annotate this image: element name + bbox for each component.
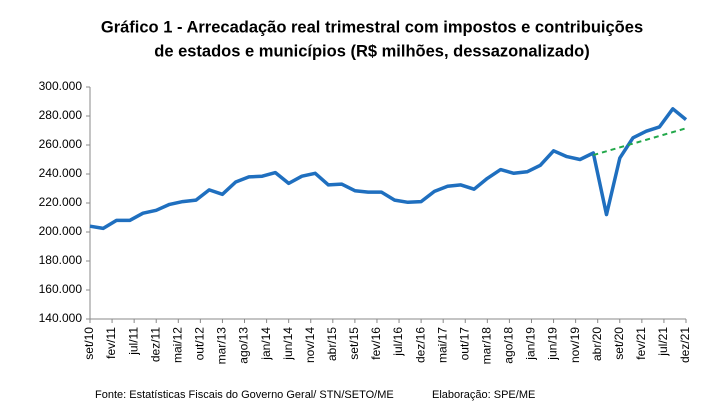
- chart-title: Gráfico 1 - Arrecadação real trimestral …: [101, 18, 643, 36]
- chart-subtitle: de estados e municípios (R$ milhões, des…: [154, 42, 590, 60]
- x-tick-label: ago/13: [237, 327, 251, 364]
- x-tick-label: out/17: [457, 327, 471, 361]
- y-tick-label: 160.000: [39, 282, 83, 296]
- x-tick-label: fev/16: [369, 327, 383, 360]
- line: [593, 127, 687, 157]
- x-tick-label: nov/19: [568, 327, 582, 363]
- x-tick-label: dez/16: [413, 327, 427, 363]
- x-tick-label: dez/21: [678, 327, 692, 363]
- x-tick-label: abr/20: [590, 327, 604, 361]
- y-tick-label: 180.000: [39, 253, 83, 267]
- x-tick-label: ago/18: [502, 327, 516, 364]
- source: Fonte: Estatísticas Fiscais do Governo G…: [95, 389, 394, 401]
- x-tick-label: out/12: [193, 327, 207, 361]
- x-tick-label: fev/11: [104, 327, 118, 359]
- y-tick-label: 140.000: [39, 311, 83, 325]
- x-tick-label: set/10: [82, 327, 96, 360]
- y-tick-label: 240.000: [39, 166, 83, 180]
- x-tick-label: mai/12: [170, 327, 184, 363]
- x-tick-label: jul/16: [391, 327, 405, 357]
- x-tick-label: jun/19: [546, 327, 560, 361]
- x-tick-label: jul/21: [656, 327, 670, 357]
- credit: Elaboração: SPE/ME: [432, 389, 535, 401]
- x-tick-label: mar/18: [480, 327, 494, 365]
- x-tick-label: nov/14: [303, 327, 317, 363]
- y-tick-label: 260.000: [39, 137, 83, 151]
- y-tick-label: 220.000: [39, 195, 83, 209]
- x-tick-label: jul/11: [126, 327, 140, 356]
- y-tick-label: 200.000: [39, 224, 83, 238]
- x-tick-label: mai/17: [435, 327, 449, 363]
- x-tick-label: jan/14: [259, 327, 273, 361]
- x-tick-label: fev/21: [634, 327, 648, 360]
- y-tick-label: 300.000: [39, 79, 83, 93]
- y-tick-label: 280.000: [39, 108, 83, 122]
- x-tick-label: jan/19: [524, 327, 538, 361]
- x-tick-label: set/15: [347, 327, 361, 360]
- line: [89, 107, 688, 231]
- x-tick-label: set/20: [612, 327, 626, 360]
- x-tick-label: jun/14: [281, 327, 295, 361]
- x-tick-label: mar/13: [215, 327, 229, 365]
- x-tick-label: dez/11: [148, 327, 162, 362]
- x-tick-label: abr/15: [325, 327, 339, 361]
